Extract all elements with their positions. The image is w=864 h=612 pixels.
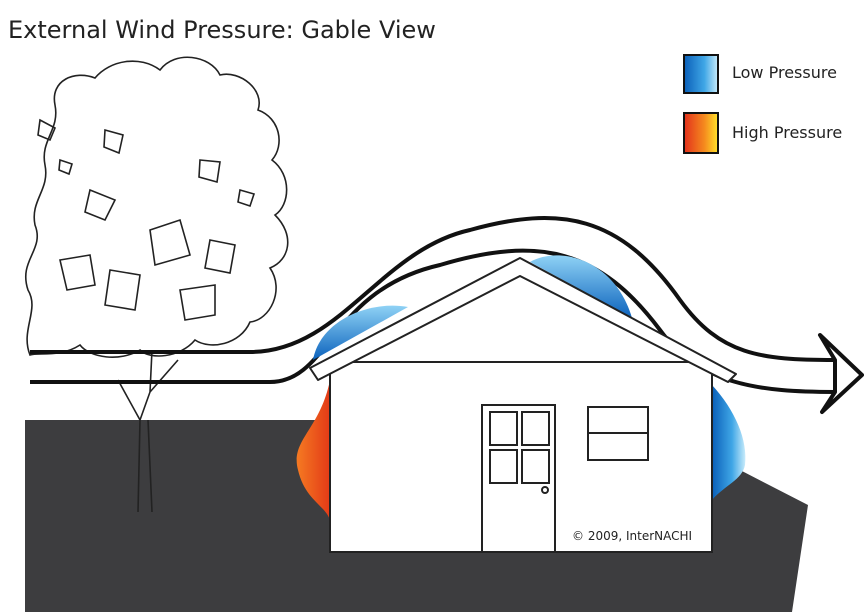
wind-arrow xyxy=(820,335,862,412)
title: External Wind Pressure: Gable View xyxy=(8,16,436,44)
door xyxy=(482,405,555,552)
legend-label: High Pressure xyxy=(732,123,842,142)
credit: © 2009, InterNACHI xyxy=(572,529,692,543)
legend-swatch-low xyxy=(684,55,718,93)
diagram: External Wind Pressure: Gable View Low P… xyxy=(0,0,864,612)
window xyxy=(588,407,648,460)
legend-label: Low Pressure xyxy=(732,63,837,82)
legend-swatch-high xyxy=(684,113,718,153)
